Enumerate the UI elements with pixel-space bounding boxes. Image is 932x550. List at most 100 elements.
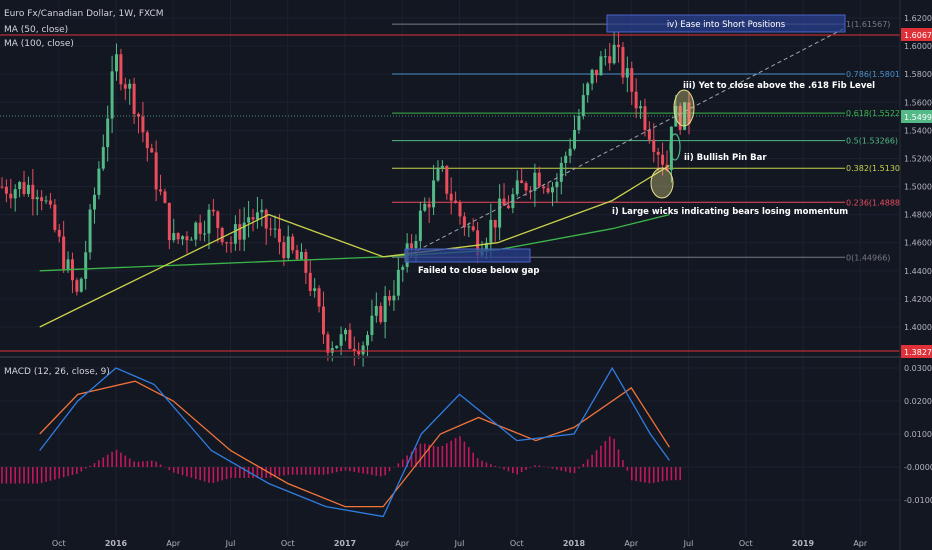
candle-body bbox=[97, 168, 101, 195]
candle-body bbox=[568, 148, 572, 156]
candle-body bbox=[357, 351, 361, 355]
support-price-tag bbox=[901, 345, 932, 358]
candle-body bbox=[533, 172, 537, 191]
candle-body bbox=[630, 68, 634, 92]
candle-body bbox=[652, 139, 656, 152]
candle-body bbox=[586, 83, 590, 96]
candle-body bbox=[313, 288, 317, 291]
candle-body bbox=[167, 202, 171, 241]
candle-body bbox=[661, 154, 665, 165]
price-tick-label: 1.52000 bbox=[904, 154, 932, 163]
time-tick-label: Oct bbox=[739, 539, 753, 548]
candle-body bbox=[330, 348, 334, 353]
candle-body bbox=[608, 56, 612, 64]
candle-body bbox=[75, 280, 79, 292]
price-tick-label: 1.44000 bbox=[904, 267, 932, 276]
candle-body bbox=[484, 242, 488, 252]
candle-body bbox=[515, 180, 519, 195]
price-tick-label: 1.60000 bbox=[904, 42, 932, 51]
candle-body bbox=[273, 228, 277, 230]
candle-body bbox=[260, 209, 264, 213]
candle-body bbox=[524, 183, 528, 191]
candle-body bbox=[66, 259, 70, 269]
grid-lines bbox=[0, 0, 900, 537]
time-tick-label: Oct bbox=[281, 539, 295, 548]
candle-body bbox=[163, 191, 167, 203]
candle-body bbox=[26, 184, 30, 194]
candle-body bbox=[471, 226, 475, 231]
candle-body bbox=[617, 44, 621, 48]
candle-body bbox=[647, 129, 651, 140]
fib-level-label: 0.236(1.48880) bbox=[846, 198, 908, 207]
price-axis-panel[interactable] bbox=[900, 0, 932, 357]
macd-tick-label: 0.0200 bbox=[904, 397, 932, 406]
candle-body bbox=[88, 209, 92, 253]
candle-body bbox=[211, 209, 215, 212]
circle-iii[interactable] bbox=[673, 89, 695, 127]
candles bbox=[0, 31, 691, 367]
price-tick-label: 1.54000 bbox=[904, 126, 932, 135]
candle-body bbox=[242, 222, 246, 240]
candle-body bbox=[255, 212, 259, 220]
candle-body bbox=[40, 197, 44, 202]
candle-body bbox=[669, 126, 673, 171]
candle-body bbox=[520, 180, 524, 184]
candle-body bbox=[128, 83, 132, 89]
candle-body bbox=[595, 69, 599, 76]
candle-body bbox=[498, 198, 502, 228]
candle-body bbox=[542, 186, 546, 189]
candle-body bbox=[410, 243, 414, 249]
candle-body bbox=[366, 334, 370, 346]
candle-body bbox=[564, 155, 568, 163]
trendline[interactable] bbox=[404, 27, 846, 258]
time-tick-label: Oct bbox=[510, 539, 524, 548]
annotation-gap: Failed to close below gap bbox=[418, 266, 539, 276]
candle-body bbox=[132, 83, 136, 114]
candle-body bbox=[277, 228, 281, 243]
candle-body bbox=[489, 219, 493, 243]
time-tick-label: Apr bbox=[166, 539, 181, 548]
candle-body bbox=[348, 329, 352, 349]
candle-body bbox=[423, 203, 427, 211]
candle-body bbox=[141, 116, 145, 133]
candle-body bbox=[383, 296, 387, 323]
candle-body bbox=[229, 242, 233, 244]
gap-box[interactable] bbox=[404, 248, 531, 263]
candle-body bbox=[546, 188, 550, 193]
macd-line bbox=[39, 366, 670, 518]
candle-body bbox=[573, 130, 576, 149]
candle-body bbox=[427, 203, 431, 208]
candle-body bbox=[62, 236, 66, 269]
annotation-iv: iv) Ease into Short Positions bbox=[667, 20, 786, 30]
candle-body bbox=[31, 184, 35, 200]
candle-body bbox=[154, 152, 158, 190]
price-tick-label: 1.48000 bbox=[904, 211, 932, 220]
candle-body bbox=[476, 230, 480, 256]
candle-body bbox=[304, 251, 308, 273]
candle-body bbox=[238, 224, 242, 240]
ma50-line bbox=[39, 164, 670, 328]
candle-body bbox=[57, 229, 61, 237]
candle-body bbox=[145, 132, 149, 149]
circle-i[interactable] bbox=[650, 167, 674, 199]
candle-body bbox=[79, 278, 83, 292]
candle-body bbox=[321, 306, 325, 335]
candle-body bbox=[634, 91, 638, 109]
support-price-label: 1.38277 bbox=[904, 348, 932, 357]
candle-body bbox=[555, 181, 559, 188]
candle-body bbox=[528, 190, 532, 192]
candle-body bbox=[559, 162, 563, 182]
candle-body bbox=[458, 202, 462, 217]
circle-ii[interactable] bbox=[669, 133, 681, 161]
time-tick-label: Apr bbox=[853, 539, 868, 548]
candle-body bbox=[172, 233, 176, 241]
short-zone-box[interactable] bbox=[606, 14, 846, 33]
candle-body bbox=[264, 209, 268, 229]
time-tick-label: Apr bbox=[395, 539, 410, 548]
fib-level-label: 0.5(1.53266) bbox=[846, 137, 898, 146]
time-tick-label: Jul bbox=[683, 539, 694, 548]
candle-body bbox=[194, 222, 198, 240]
candle-body bbox=[159, 189, 163, 192]
candle-body bbox=[374, 305, 378, 316]
candle-body bbox=[207, 209, 211, 234]
